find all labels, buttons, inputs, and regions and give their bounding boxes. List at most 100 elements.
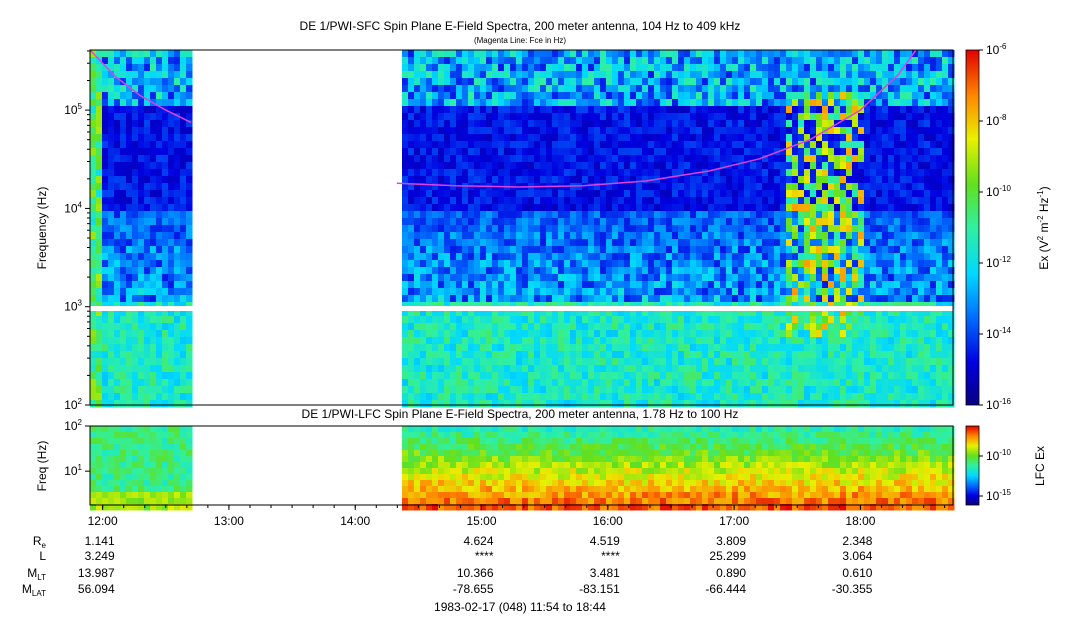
spectrogram-cell [450, 400, 457, 408]
spectrogram-cell [108, 57, 115, 65]
spectrogram-cell [426, 155, 433, 163]
spectrogram-cell [504, 78, 511, 86]
spectrogram-cell [606, 50, 613, 58]
spectrogram-cell [528, 253, 535, 261]
spectrogram-cell [654, 99, 661, 107]
spectrogram-cell [828, 127, 835, 135]
spectrogram-cell [750, 253, 757, 261]
spectrogram-cell [726, 176, 733, 184]
spectrogram-cell [852, 169, 859, 177]
spectrogram-cell [648, 274, 655, 282]
spectrogram-cell [876, 239, 883, 247]
spectrogram-cell [564, 246, 571, 254]
spectrogram-cell [576, 239, 583, 247]
spectrogram-cell [504, 141, 511, 149]
spectrogram-cell [810, 386, 817, 394]
spectrogram-cell [636, 267, 643, 275]
spectrogram-cell [726, 92, 733, 100]
spectrogram-cell [876, 57, 883, 65]
spectrogram-cell [636, 99, 643, 107]
spectrogram-cell [498, 253, 505, 261]
spectrogram-cell [114, 309, 121, 317]
spectrogram-cell [822, 120, 829, 128]
spectrogram-cell [822, 295, 829, 303]
spectrogram-cell [588, 148, 595, 156]
spectrogram-cell [510, 218, 517, 226]
spectrogram-cell [822, 288, 829, 296]
spectrogram-cell [834, 288, 841, 296]
spectrogram-cell [750, 64, 757, 72]
spectrogram-cell [864, 85, 871, 93]
spectrogram-cell [702, 274, 709, 282]
spectrogram-cell [798, 190, 805, 198]
spectrogram-cell [618, 99, 625, 107]
spectrogram-cell [666, 358, 673, 366]
spectrogram-cell [744, 127, 751, 135]
spectrogram-cell [804, 141, 811, 149]
spectrogram-cell [570, 190, 577, 198]
spectrogram-cell [606, 302, 613, 310]
spectrogram-cell [582, 204, 589, 212]
spectrogram-cell [648, 148, 655, 156]
spectrogram-cell [858, 57, 865, 65]
spectrogram-cell [774, 162, 781, 170]
spectrogram-cell [834, 155, 841, 163]
spectrogram-cell [624, 218, 631, 226]
spectrogram-cell [750, 106, 757, 114]
spectrogram-cell [516, 120, 523, 128]
spectrogram-cell [576, 232, 583, 240]
spectrogram-cell [522, 113, 529, 121]
spectrogram-cell [558, 309, 565, 317]
spectrogram-cell [96, 386, 103, 394]
spectrogram-cell [690, 281, 697, 289]
spectrogram-cell [138, 57, 145, 65]
spectrogram-cell [492, 218, 499, 226]
spectrogram-cell [816, 113, 823, 121]
spectrogram-cell [444, 57, 451, 65]
spectrogram-cell [702, 365, 709, 373]
spectrogram-cell [762, 85, 769, 93]
spectrogram-cell [630, 316, 637, 324]
spectrogram-cell [426, 162, 433, 170]
spectrogram-cell [438, 155, 445, 163]
spectrogram-cell [870, 400, 877, 408]
spectrogram-cell [864, 372, 871, 380]
spectrogram-cell [636, 344, 643, 352]
spectrogram-cell [678, 372, 685, 380]
spectrogram-cell [852, 288, 859, 296]
spectrogram-cell [528, 57, 535, 65]
spectrogram-cell [762, 155, 769, 163]
spectrogram-cell [654, 330, 661, 338]
spectrogram-cell [522, 169, 529, 177]
spectrogram-cell [690, 127, 697, 135]
spectrogram-cell [750, 113, 757, 121]
spectrogram-cell [564, 57, 571, 65]
spectrogram-cell [690, 302, 697, 310]
spectrogram-cell [828, 246, 835, 254]
spectrogram-cell [630, 358, 637, 366]
spectrogram-cell [834, 309, 841, 317]
spectrogram-cell [846, 134, 853, 142]
spectrogram-cell [750, 246, 757, 254]
spectrogram-cell [594, 393, 601, 401]
spectrogram-cell [720, 246, 727, 254]
spectrogram-cell [882, 302, 889, 310]
spectrogram-cell [600, 239, 607, 247]
spectrogram-cell [726, 148, 733, 156]
spectrogram-cell [174, 239, 181, 247]
spectrogram-cell [726, 295, 733, 303]
spectrogram-cell [756, 99, 763, 107]
spectrogram-cell [138, 344, 145, 352]
spectrogram-cell [504, 351, 511, 359]
spectrogram-cell [546, 120, 553, 128]
spectrogram-cell [828, 99, 835, 107]
spectrogram-cell [774, 99, 781, 107]
spectrogram-cell [126, 323, 133, 331]
spectrogram-cell [660, 267, 667, 275]
spectrogram-cell [462, 358, 469, 366]
spectrogram-cell [612, 274, 619, 282]
spectrogram-cell [120, 176, 127, 184]
spectrogram-cell [684, 204, 691, 212]
spectrogram-cell [840, 71, 847, 79]
spectrogram-cell [474, 162, 481, 170]
